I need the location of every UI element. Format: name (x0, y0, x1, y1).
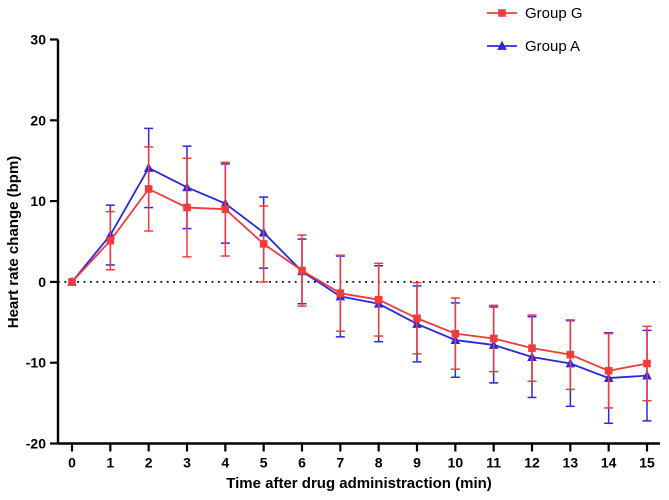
x-axis-title: Time after drug administraction (min) (226, 475, 492, 492)
y-tick-label: 20 (30, 112, 46, 128)
x-tick-label: 0 (68, 455, 76, 471)
x-tick-label: 11 (486, 455, 501, 471)
series-line-group-a (71, 166, 648, 379)
y-tick-label: -10 (26, 355, 46, 371)
marker-group-g (451, 329, 460, 338)
y-tick-label: -20 (26, 436, 46, 452)
marker-group-g (259, 240, 268, 248)
marker-group-g (566, 350, 575, 359)
y-tick-label: 10 (30, 193, 46, 209)
legend: Group G Group A (487, 5, 583, 55)
x-tick-label: 6 (298, 455, 306, 471)
x-tick-label: 5 (260, 455, 268, 471)
y-tick-label: 0 (38, 274, 46, 290)
marker-group-g (413, 314, 421, 323)
marker-group-g (374, 295, 383, 304)
x-tick-label: 13 (563, 455, 579, 471)
marker-group-g (528, 344, 536, 352)
marker-group-g (489, 334, 498, 343)
x-tick-label: 12 (524, 455, 540, 471)
marker-group-g (221, 205, 230, 213)
marker-group-g (183, 203, 191, 212)
x-tick-label: 15 (639, 455, 655, 471)
marker-group-g (68, 278, 76, 286)
marker-group-g (643, 359, 651, 368)
x-tick-label: 7 (336, 455, 344, 471)
marker-group-g (144, 185, 153, 193)
legend-triangle-marker-icon (497, 40, 507, 50)
marker-group-g (106, 236, 115, 245)
marker-group-g (336, 289, 345, 298)
y-axis-title: Heart rate change (bpm) (5, 156, 22, 329)
x-tick-label: 2 (145, 455, 153, 471)
series-line-group-g (71, 187, 648, 372)
x-tick-label: 9 (413, 455, 421, 471)
legend-label: Group A (525, 38, 580, 55)
marker-group-g (604, 366, 613, 375)
legend-label: Group G (525, 5, 583, 22)
marker-group-g (298, 266, 306, 275)
x-tick-label: 10 (448, 455, 464, 471)
x-tick-label: 8 (375, 455, 383, 471)
y-tick-label: 30 (30, 32, 46, 48)
legend-item-group-a: Group A (487, 38, 580, 55)
x-tick-label: 14 (601, 455, 617, 471)
x-tick-label: 1 (106, 455, 114, 471)
x-tick-label: 3 (183, 455, 191, 471)
legend-square-marker-icon (498, 9, 506, 17)
legend-item-group-g: Group G (487, 5, 583, 22)
x-tick-label: 4 (221, 455, 229, 471)
